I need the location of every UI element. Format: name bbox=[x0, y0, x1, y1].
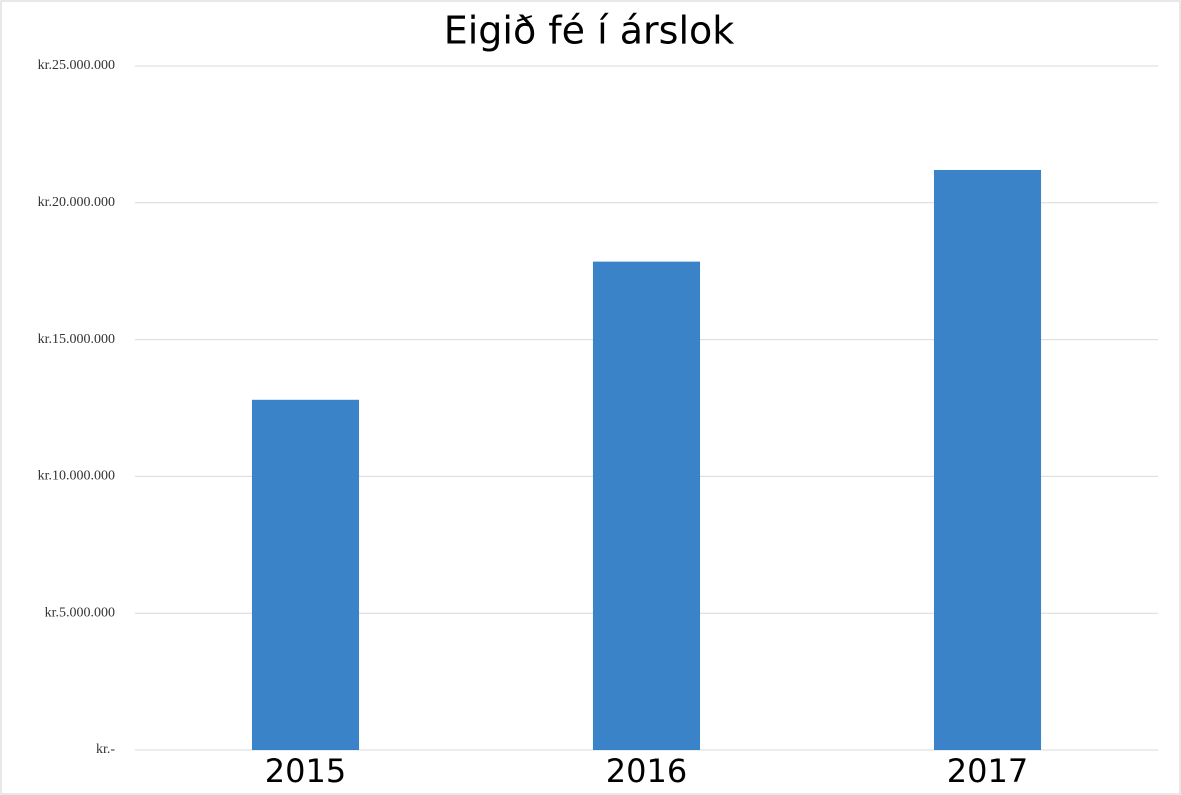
bar bbox=[933, 169, 1042, 750]
x-tick-label: 2017 bbox=[947, 752, 1028, 790]
y-tick-label: kr.25.000.000 bbox=[38, 58, 115, 73]
bar bbox=[592, 261, 701, 750]
x-tick-label: 2015 bbox=[265, 752, 346, 790]
bar bbox=[251, 399, 360, 750]
y-tick-label: kr.- bbox=[96, 742, 115, 757]
y-tick-label: kr.20.000.000 bbox=[38, 195, 115, 210]
y-tick-label: kr.10.000.000 bbox=[38, 469, 115, 484]
y-tick-label: kr.5.000.000 bbox=[45, 605, 115, 620]
x-tick-label: 2016 bbox=[606, 752, 687, 790]
chart-title: Eigið fé í árslok bbox=[444, 9, 735, 53]
y-tick-label: kr.15.000.000 bbox=[38, 332, 115, 347]
